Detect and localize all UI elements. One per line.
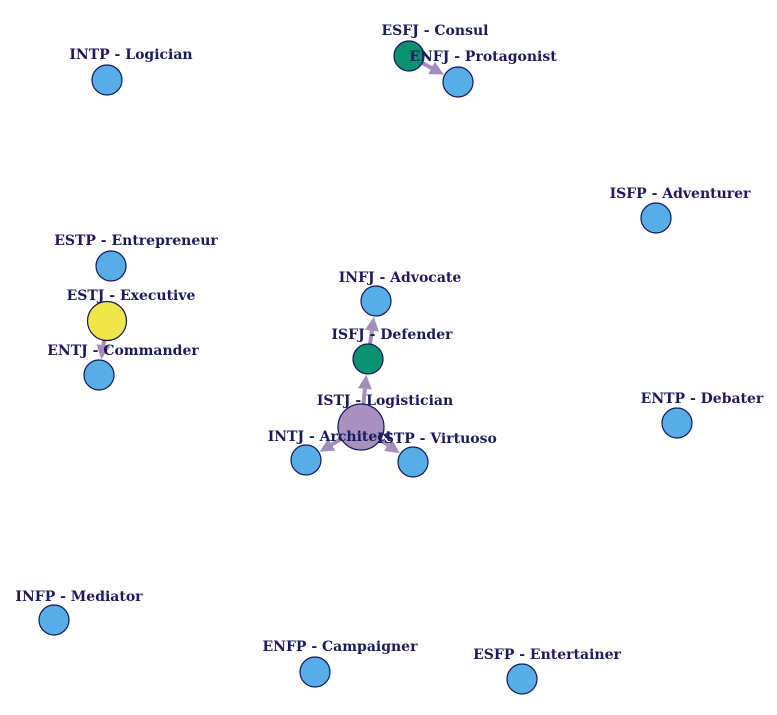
node-label-estj: ESTJ - Executive	[67, 288, 196, 304]
node-circle[interactable]	[397, 446, 429, 478]
edge-istj-intj	[319, 437, 343, 452]
node-label-entj: ENTJ - Commander	[47, 343, 199, 359]
edge-line	[101, 339, 107, 346]
edge-isfj-infj	[364, 316, 379, 345]
edge-line	[421, 61, 433, 70]
node-circle[interactable]	[393, 40, 425, 72]
node-circle[interactable]	[337, 403, 385, 451]
node-label-enfj: ENFJ - Protagonist	[409, 49, 557, 65]
node-label-istp: ISTP - Virtuoso	[377, 431, 497, 447]
labels-layer: INTP - Logician ESFJ - Consul ENFJ - Prota…	[15, 23, 764, 663]
node-istj[interactable]	[337, 403, 385, 451]
node-isfp[interactable]	[640, 202, 672, 234]
node-circle[interactable]	[506, 663, 538, 695]
node-esfj[interactable]	[393, 40, 425, 72]
edge-line	[368, 330, 374, 345]
node-circle[interactable]	[86, 300, 128, 342]
node-enfj[interactable]	[442, 66, 474, 98]
node-estj[interactable]	[86, 300, 128, 342]
node-entp[interactable]	[661, 407, 693, 439]
node-label-enfp: ENFP - Campaigner	[263, 639, 419, 655]
node-label-estp: ESTP - Entrepreneur	[54, 233, 218, 249]
node-label-esfp: ESFP - Entertainer	[473, 647, 621, 663]
arrowhead-icon	[357, 374, 372, 390]
edge-istj-isfj	[357, 374, 372, 405]
node-label-entp: ENTP - Debater	[641, 391, 764, 407]
node-isfj[interactable]	[352, 343, 384, 375]
node-entj[interactable]	[83, 359, 115, 391]
node-circle[interactable]	[442, 66, 474, 98]
node-label-infp: INFP - Mediator	[15, 589, 143, 605]
node-label-infj: INFJ - Advocate	[339, 270, 462, 286]
edge-line	[330, 437, 343, 447]
node-label-intj: INTJ - Architect	[268, 429, 393, 445]
node-label-istj: ISTJ - Logistician	[317, 393, 453, 409]
node-circle[interactable]	[661, 407, 693, 439]
node-istp[interactable]	[397, 446, 429, 478]
edge-line	[378, 438, 390, 447]
node-circle[interactable]	[290, 444, 322, 476]
node-circle[interactable]	[360, 285, 392, 317]
node-label-isfj: ISFJ - Defender	[331, 327, 453, 343]
edge-istj-istp	[378, 438, 400, 454]
node-label-isfp: ISFP - Adventurer	[610, 186, 751, 202]
arrowhead-icon	[96, 344, 111, 360]
node-circle[interactable]	[38, 604, 70, 636]
node-enfp[interactable]	[299, 656, 331, 688]
nodes-layer: INTP - Logician ESFJ - Consul ENFJ - Prota…	[15, 23, 764, 695]
node-estp[interactable]	[95, 250, 127, 282]
edge-line	[361, 388, 367, 405]
node-circle[interactable]	[640, 202, 672, 234]
node-label-intp: INTP - Logician	[69, 47, 192, 63]
arrowhead-icon	[319, 438, 336, 452]
node-intp[interactable]	[91, 64, 123, 96]
edges-layer	[96, 61, 444, 454]
edge-estj-entj	[96, 339, 111, 360]
node-infj[interactable]	[360, 285, 392, 317]
arrowhead-icon	[364, 316, 379, 332]
node-intj[interactable]	[290, 444, 322, 476]
node-label-esfj: ESFJ - Consul	[382, 23, 489, 39]
node-esfp[interactable]	[506, 663, 538, 695]
node-circle[interactable]	[95, 250, 127, 282]
node-circle[interactable]	[352, 343, 384, 375]
node-circle[interactable]	[299, 656, 331, 688]
arrowhead-icon	[384, 439, 400, 454]
node-circle[interactable]	[91, 64, 123, 96]
node-circle[interactable]	[83, 359, 115, 391]
edge-esfj-enfj	[421, 61, 444, 75]
node-infp[interactable]	[38, 604, 70, 636]
arrowhead-icon	[428, 61, 444, 75]
